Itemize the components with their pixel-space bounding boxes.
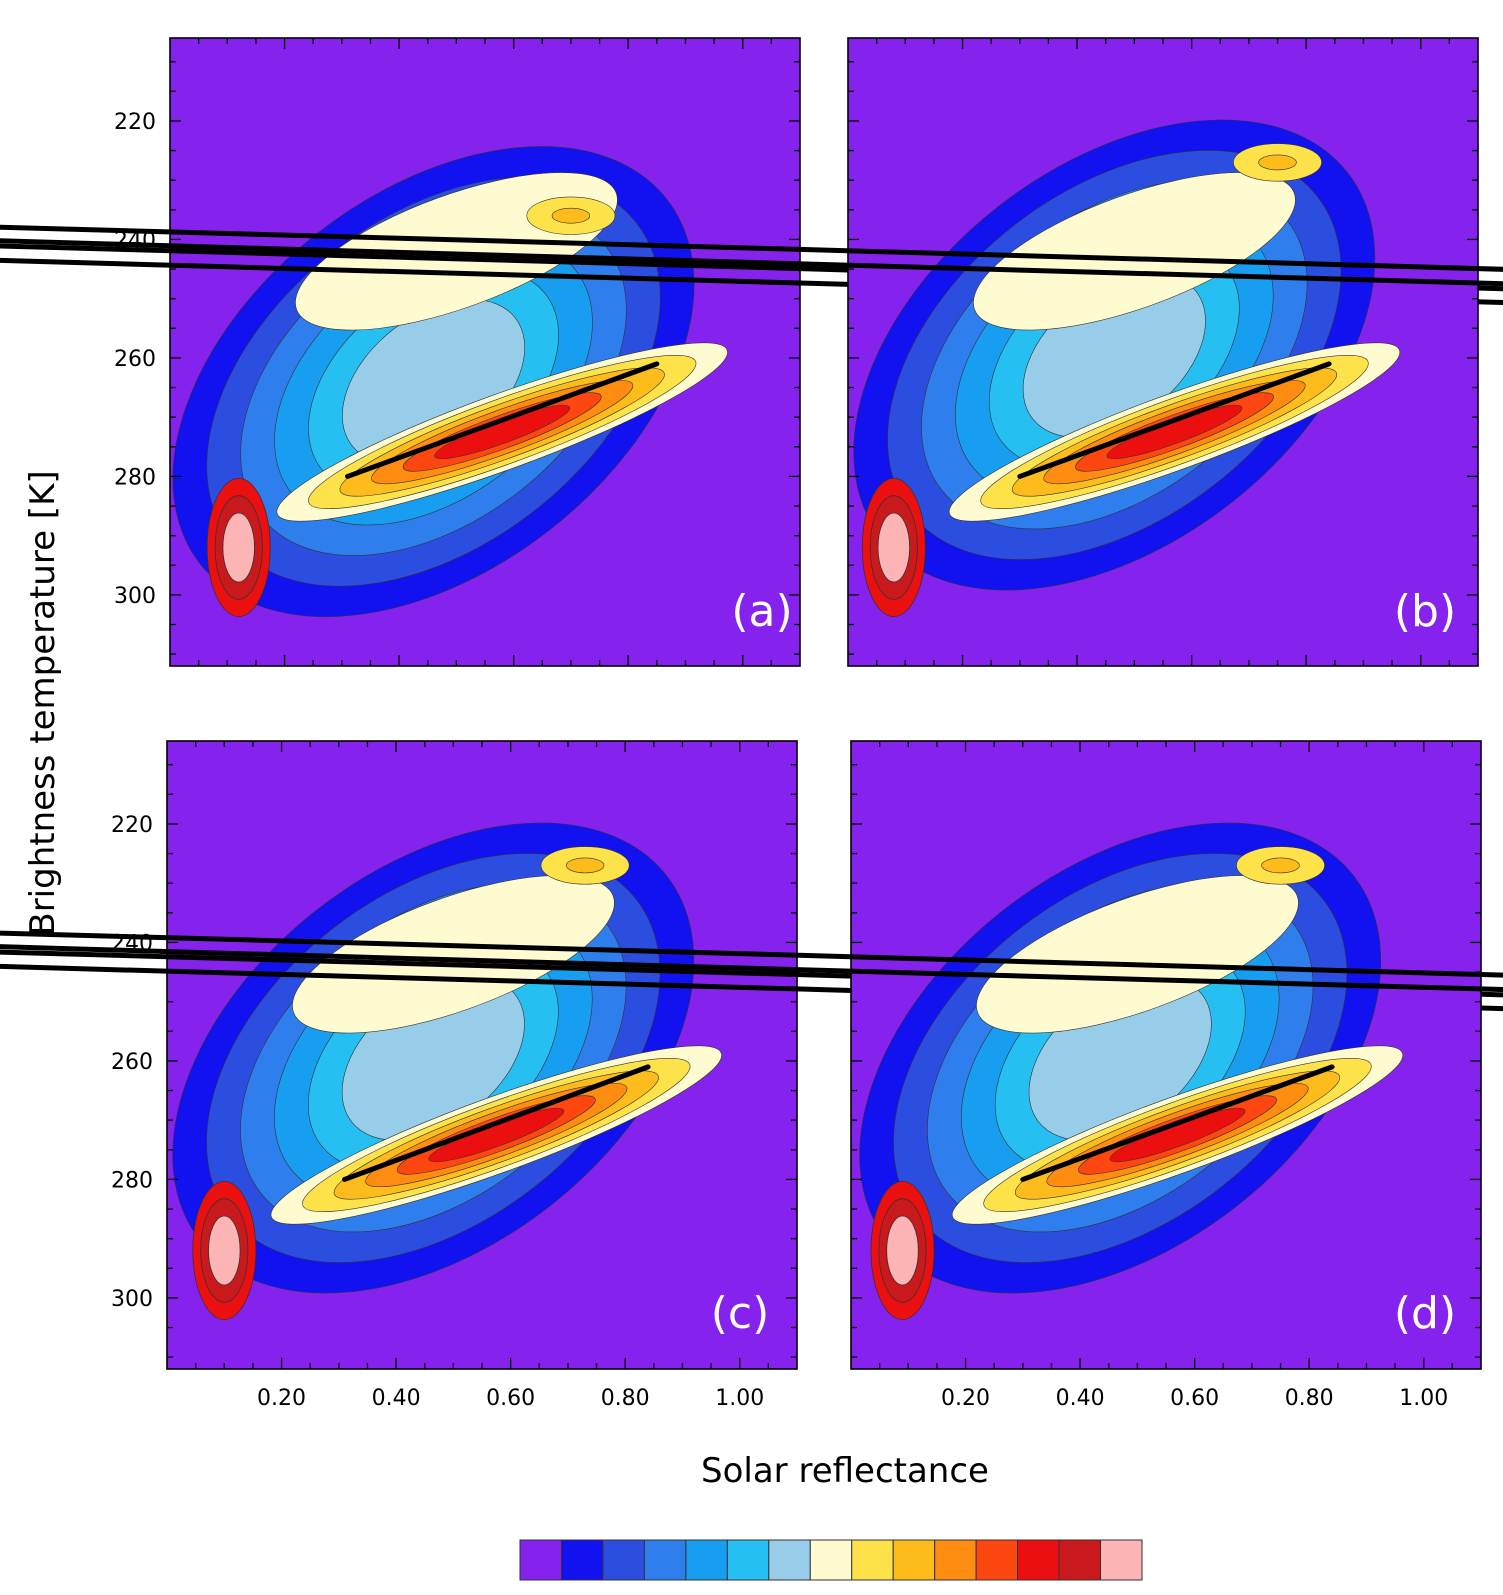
colorbar bbox=[519, 1539, 1143, 1581]
panel-d: 0.20 0.40 0.60 0.80 1.00 (d) bbox=[0, 740, 1503, 1411]
colorbar-swatch bbox=[851, 1539, 894, 1581]
x-tick-label: 1.00 bbox=[1399, 1386, 1448, 1411]
panel-b-contours bbox=[853, 119, 1401, 617]
colorbar-swatch bbox=[1058, 1539, 1102, 1581]
x-tick-label: 0.40 bbox=[1056, 1386, 1105, 1411]
x-tick-label: 0.80 bbox=[601, 1386, 650, 1411]
contour-level bbox=[886, 1215, 919, 1286]
contour-level bbox=[292, 875, 615, 1034]
contour-level bbox=[1261, 857, 1300, 874]
panel-b-axes bbox=[847, 37, 1479, 667]
contour-level bbox=[973, 172, 1296, 331]
contour-level bbox=[208, 1215, 241, 1286]
cloud-regime-ellipse bbox=[0, 243, 1503, 306]
y-tick-label: 300 bbox=[114, 584, 156, 609]
panel-d-overlay bbox=[0, 930, 1503, 1182]
contour-level bbox=[877, 512, 911, 583]
y-tick-label: 220 bbox=[111, 813, 153, 838]
colorbar-swatch bbox=[1100, 1539, 1143, 1581]
panel-c-overlay bbox=[0, 949, 1503, 1182]
x-tick-label: 0.60 bbox=[1170, 1386, 1219, 1411]
x-tick-label: 0.20 bbox=[941, 1386, 990, 1411]
panel-d-contours bbox=[859, 822, 1404, 1321]
x-tick-label: 1.00 bbox=[715, 1386, 764, 1411]
panel-b-label: (b) bbox=[1394, 586, 1456, 637]
colorbar-swatch bbox=[685, 1539, 728, 1581]
contour-level bbox=[976, 875, 1299, 1034]
x-axis-title: Solar reflectance bbox=[701, 1451, 989, 1491]
y-tick-label: 280 bbox=[114, 465, 156, 490]
y-axis-title: Brightness temperature [K] bbox=[23, 470, 63, 935]
colorbar-swatch bbox=[643, 1539, 687, 1581]
panel-a-contours bbox=[172, 146, 728, 618]
panel-b: (b) bbox=[0, 37, 1503, 667]
y-tick-label: 300 bbox=[111, 1287, 153, 1312]
colorbar-swatch bbox=[892, 1539, 936, 1581]
panel-b-overlay bbox=[0, 224, 1503, 479]
trend-line bbox=[342, 1064, 651, 1182]
colorbar-swatch bbox=[975, 1539, 1019, 1581]
colorbar-swatch bbox=[519, 1539, 562, 1581]
colorbar-swatch bbox=[1017, 1539, 1060, 1581]
cloud-regime-ellipse bbox=[0, 224, 1503, 287]
contour-level bbox=[551, 207, 591, 224]
trend-line bbox=[1020, 1064, 1335, 1182]
colorbar-swatch bbox=[934, 1539, 977, 1581]
x-tick-label: 0.20 bbox=[257, 1386, 306, 1411]
trend-line bbox=[345, 361, 660, 479]
panel-a-label: (a) bbox=[731, 586, 792, 637]
panel-c-label: (c) bbox=[711, 1288, 770, 1339]
y-tick-label: 260 bbox=[114, 347, 156, 372]
contour-level bbox=[1258, 154, 1297, 171]
panel-a-overlay bbox=[0, 243, 1503, 479]
colorbar-swatch bbox=[809, 1539, 853, 1581]
y-tick-label: 280 bbox=[111, 1168, 153, 1193]
y-tick-label: 220 bbox=[114, 110, 156, 135]
panel-d-axes: 0.20 0.40 0.60 0.80 1.00 bbox=[850, 740, 1482, 1411]
cloud-regime-ellipse bbox=[0, 930, 1503, 993]
trend-line bbox=[1017, 361, 1332, 479]
colorbar-swatch bbox=[768, 1539, 811, 1581]
contour-level bbox=[222, 512, 255, 583]
colorbar-swatch bbox=[602, 1539, 645, 1581]
panel-d-label: (d) bbox=[1394, 1288, 1456, 1339]
cloud-regime-ellipse bbox=[0, 949, 1503, 1012]
x-tick-label: 0.40 bbox=[372, 1386, 421, 1411]
contour-level bbox=[565, 857, 605, 874]
x-tick-label: 0.80 bbox=[1285, 1386, 1334, 1411]
colorbar-swatch bbox=[726, 1539, 770, 1581]
colorbar-swatch bbox=[560, 1539, 604, 1581]
y-tick-label: 260 bbox=[111, 1050, 153, 1075]
x-tick-label: 0.60 bbox=[486, 1386, 535, 1411]
